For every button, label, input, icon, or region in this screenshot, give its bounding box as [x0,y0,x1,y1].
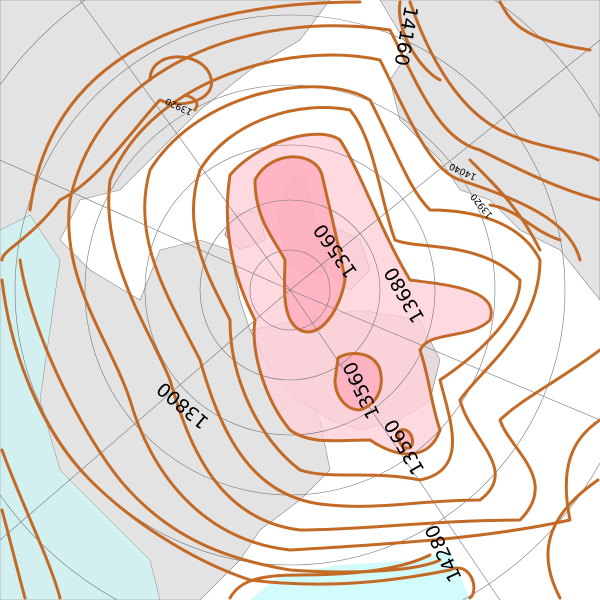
tropics-high-left [0,214,161,600]
land-eurasia [0,0,331,600]
low-east-inner [335,353,382,410]
land-north-america [379,0,600,301]
